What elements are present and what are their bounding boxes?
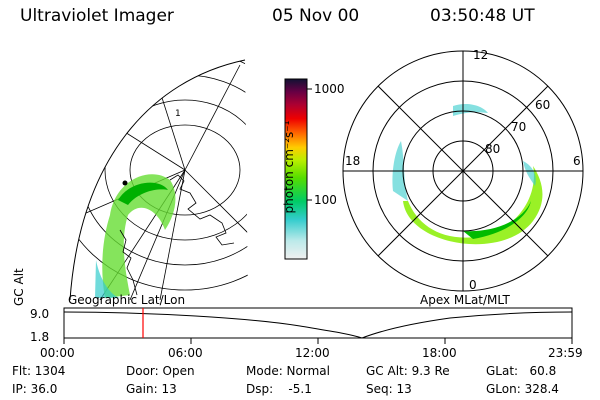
colorbar-tick-low: 100: [314, 193, 337, 207]
lat-arc: [70, 60, 248, 291]
polar-plot: 12 18 6 0 60 70 80: [342, 48, 584, 292]
altitude-ylabel: GC Alt: [12, 268, 26, 306]
xtick-2359: 23:59: [548, 346, 583, 360]
time-label: 03:50:48 UT: [430, 6, 535, 26]
lat-label-80: 80: [485, 142, 500, 156]
colorbar-tick-high: 1000: [314, 82, 345, 96]
coastline: [169, 174, 235, 246]
stat-door: Door: Open: [126, 364, 195, 378]
xtick-0000: 00:00: [40, 346, 75, 360]
stat-gain: Gain: 13: [126, 382, 177, 396]
meridian: [89, 109, 186, 171]
altitude-ytick-high: 9.0: [30, 307, 50, 321]
stat-dsp: Dsp: -5.1: [246, 382, 312, 396]
left-map-caption: Geographic Lat/Lon: [68, 293, 186, 307]
altitude-ytick-low: 1.8: [30, 330, 50, 344]
xtick-1200: 12:00: [295, 346, 330, 360]
mlt-label-0: 0: [469, 278, 477, 292]
stat-mode: Mode: Normal: [246, 364, 330, 378]
altitude-plot: [63, 307, 573, 344]
meridian: [129, 169, 186, 300]
colorbar-unit-label: photon cm⁻²s⁻¹: [282, 120, 296, 214]
stat-flt: Flt: 1304: [12, 364, 66, 378]
mlt-label-6: 6: [573, 154, 581, 168]
mlt-label-18: 18: [345, 154, 360, 168]
lat-label-60: 60: [535, 98, 550, 112]
colorbar: [284, 78, 312, 260]
lat-arc: [104, 99, 248, 241]
mlt-label-12: 12: [473, 48, 488, 62]
stat-seq: Seq: 13: [366, 382, 412, 396]
aurora-oval-geo: [95, 174, 176, 298]
lat-arc: [129, 124, 241, 216]
grid-label: 1: [175, 109, 181, 119]
date-label: 05 Nov 00: [272, 6, 360, 26]
coastline: [119, 229, 138, 296]
stat-ip: IP: 36.0: [12, 382, 58, 396]
altitude-curve: [63, 311, 573, 339]
meridian: [184, 64, 241, 171]
geographic-map: 1: [69, 59, 248, 300]
stat-gc-alt: GC Alt: 9.3 Re: [366, 364, 450, 378]
xtick-1800: 18:00: [422, 346, 457, 360]
polar-plot-caption: Apex MLat/MLT: [420, 293, 510, 307]
earth-limb: [69, 59, 246, 300]
stat-glat: GLat: 60.8: [486, 364, 557, 378]
xtick-0600: 06:00: [168, 346, 203, 360]
meridian: [159, 169, 186, 300]
instrument-title: Ultraviolet Imager: [20, 6, 174, 26]
lat-label-70: 70: [511, 120, 526, 134]
meridian: [184, 169, 248, 236]
stat-glon: GLon: 328.4: [486, 382, 559, 396]
